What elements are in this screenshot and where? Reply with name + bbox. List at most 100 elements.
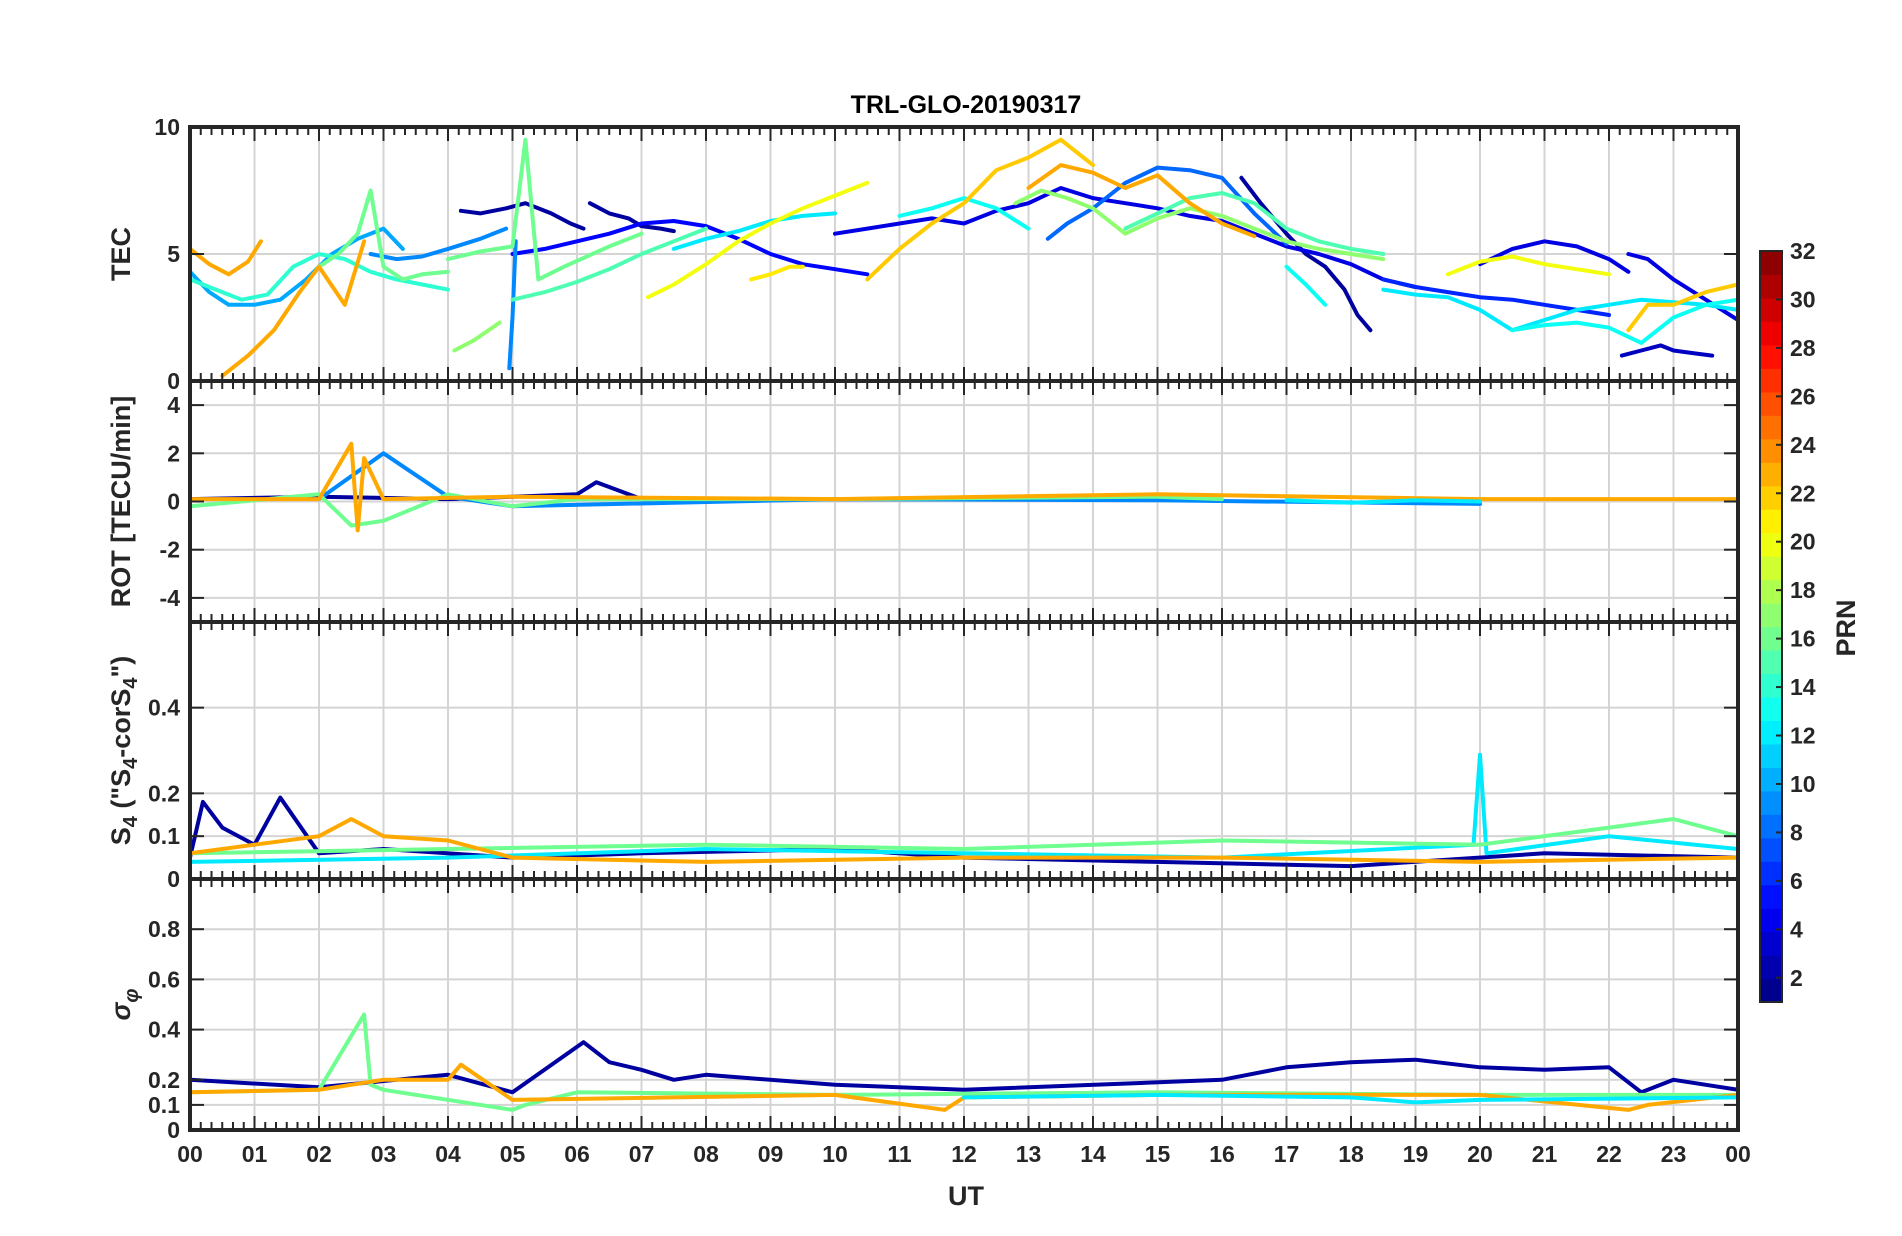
x-axis-label: UT (948, 1181, 984, 1211)
colorbar-tick-label: 32 (1790, 238, 1816, 264)
y-tick-label: -4 (160, 585, 181, 611)
y-tick-label: 0 (167, 489, 180, 515)
colorbar-swatch (1760, 908, 1782, 933)
colorbar-swatch (1760, 485, 1782, 510)
colorbar-swatch (1760, 884, 1782, 909)
series-line-prn-13 (1284, 264, 1328, 307)
colorbar-swatch (1760, 931, 1782, 956)
colorbar-swatch (1760, 767, 1782, 792)
series-line-prn-2 (190, 1040, 1738, 1095)
colorbar-swatch (1760, 415, 1782, 440)
y-tick-label: -2 (160, 537, 180, 563)
x-tick-label: 06 (564, 1141, 590, 1167)
x-tick-label: 23 (1661, 1141, 1687, 1167)
series-line-prn-23 (190, 1062, 1738, 1112)
y-tick-label: 0.1 (148, 823, 180, 849)
y-tick-label: 0.4 (148, 1017, 180, 1043)
colorbar-label: PRN (1831, 599, 1861, 656)
series-line-prn-15 (1123, 191, 1386, 256)
x-tick-label: 05 (500, 1141, 526, 1167)
series-line-prn-23 (190, 817, 1738, 864)
series-line-prn-16 (190, 1012, 1738, 1112)
y-tick-label: 0 (167, 1117, 180, 1143)
x-tick-label: 16 (1209, 1141, 1235, 1167)
colorbar-tick-label: 12 (1790, 723, 1816, 749)
y-tick-label: 0.8 (148, 916, 180, 942)
colorbar-frame (1759, 250, 1783, 1003)
colorbar-tick-label: 16 (1790, 626, 1816, 652)
colorbar-swatch (1760, 673, 1782, 698)
series-line-prn-4 (833, 186, 1418, 289)
x-tick-label: 15 (1145, 1141, 1171, 1167)
colorbar-swatch (1760, 696, 1782, 721)
series-line-prn-6 (1381, 277, 1611, 317)
x-tick-label: 09 (758, 1141, 784, 1167)
y-tick-label: 0.1 (148, 1092, 180, 1118)
colorbar-swatch (1760, 251, 1782, 276)
colorbar-swatch (1760, 532, 1782, 557)
colorbar-swatch (1760, 391, 1782, 416)
y-axis-label-s4: S4 ("S4-corS4") (106, 656, 142, 846)
series-line-prn-23 (220, 239, 367, 378)
series-line-prn-12 (1284, 498, 1482, 505)
series-line-prn-3 (1619, 343, 1715, 358)
y-tick-label: 0.2 (148, 1067, 180, 1093)
colorbar-swatch (1760, 368, 1782, 393)
series-line-prn-10 (190, 226, 405, 307)
series-line-prn-14 (190, 252, 450, 302)
x-tick-label: 11 (887, 1141, 912, 1167)
colorbar-swatch (1760, 978, 1782, 1003)
colorbar-tick-label: 10 (1790, 771, 1816, 797)
colorbar-tick-label: 20 (1790, 529, 1816, 555)
colorbar-swatch (1760, 344, 1782, 369)
series-line-prn-12 (962, 1092, 1738, 1105)
colorbar-tick-label: 14 (1790, 674, 1816, 700)
series-line-prn-9 (507, 239, 518, 371)
x-tick-label: 01 (242, 1141, 268, 1167)
x-tick-label: 07 (629, 1141, 655, 1167)
y-axis-label-sigma_phi: σφ (106, 989, 143, 1021)
colorbar-tick-label: 24 (1790, 432, 1816, 458)
colorbar-tick-label: 28 (1790, 335, 1816, 361)
colorbar-tick-label: 2 (1790, 965, 1803, 991)
colorbar-swatch (1760, 955, 1782, 980)
colorbar-swatch (1760, 321, 1782, 346)
colorbar-swatch (1760, 743, 1782, 768)
colorbar-tick-label: 26 (1790, 383, 1816, 409)
series-line-prn-23 (190, 239, 263, 277)
series-line-prn-2 (587, 201, 676, 234)
colorbar-swatch (1760, 462, 1782, 487)
series-line-prn-21 (749, 264, 805, 282)
y-tick-label: 4 (167, 392, 180, 418)
series-line-prn-23 (190, 441, 1738, 533)
x-tick-label: 14 (1080, 1141, 1106, 1167)
series-line-prn-13 (897, 196, 1031, 231)
y-axis-label-rot: ROT [TECU/min] (106, 396, 136, 607)
series-line-prn-23 (1026, 163, 1257, 239)
series-line-prn-16 (317, 188, 450, 282)
colorbar-swatch (1760, 603, 1782, 628)
series-line-prn-9 (368, 226, 509, 262)
colorbar-swatch (1760, 509, 1782, 534)
colorbar-tick-label: 18 (1790, 577, 1816, 603)
series-line-prn-16 (446, 137, 644, 282)
colorbar-swatch (1760, 297, 1782, 323)
y-axis-label-tec: TEC (106, 227, 136, 281)
y-tick-label: 0 (167, 866, 180, 892)
colorbar-tick-label: 8 (1790, 819, 1803, 845)
x-tick-label: 02 (306, 1141, 332, 1167)
x-tick-label: 03 (371, 1141, 397, 1167)
panel-tec: 0 5 10 TEC (106, 114, 1740, 394)
y-tick-label: 0 (167, 368, 180, 394)
x-tick-label: 17 (1274, 1141, 1300, 1167)
colorbar-swatch (1760, 579, 1782, 604)
colorbar-swatch (1760, 556, 1782, 581)
colorbar-tick-label: 30 (1790, 286, 1816, 312)
colorbar-swatch (1760, 837, 1782, 862)
x-tick-label: 04 (435, 1141, 461, 1167)
y-tick-label: 0.4 (148, 695, 180, 721)
y-tick-label: 2 (167, 440, 180, 466)
colorbar-tick-label: 22 (1790, 480, 1816, 506)
